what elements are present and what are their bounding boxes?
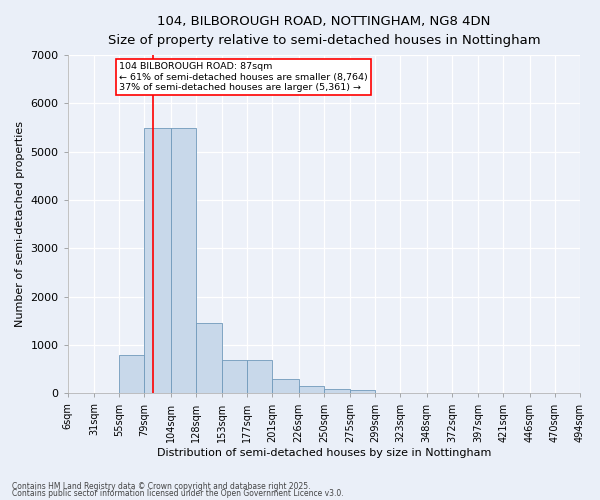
X-axis label: Distribution of semi-detached houses by size in Nottingham: Distribution of semi-detached houses by … — [157, 448, 491, 458]
Bar — [350, 390, 375, 394]
Text: 104 BILBOROUGH ROAD: 87sqm
← 61% of semi-detached houses are smaller (8,764)
37%: 104 BILBOROUGH ROAD: 87sqm ← 61% of semi… — [119, 62, 368, 92]
Bar — [247, 360, 272, 394]
Bar — [170, 128, 196, 394]
Text: Contains HM Land Registry data © Crown copyright and database right 2025.: Contains HM Land Registry data © Crown c… — [12, 482, 311, 491]
Title: 104, BILBOROUGH ROAD, NOTTINGHAM, NG8 4DN
Size of property relative to semi-deta: 104, BILBOROUGH ROAD, NOTTINGHAM, NG8 4D… — [107, 15, 540, 47]
Text: Contains public sector information licensed under the Open Government Licence v3: Contains public sector information licen… — [12, 490, 344, 498]
Bar — [272, 379, 299, 394]
Bar — [222, 360, 247, 394]
Bar — [145, 128, 170, 394]
Bar — [299, 386, 324, 394]
Bar — [119, 355, 145, 394]
Bar — [196, 324, 222, 394]
Bar — [324, 388, 350, 394]
Y-axis label: Number of semi-detached properties: Number of semi-detached properties — [15, 122, 25, 328]
